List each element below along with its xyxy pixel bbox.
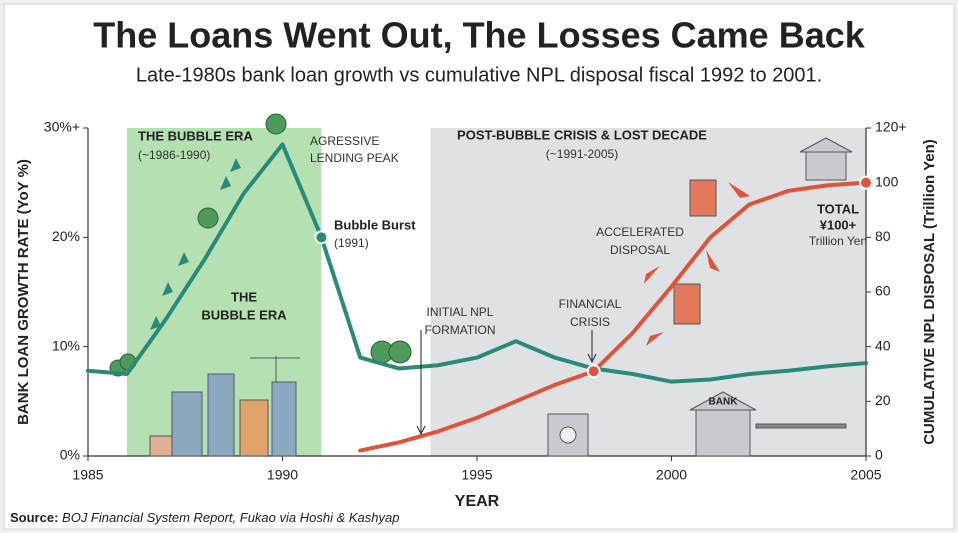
annotation: THE BUBBLE ERA xyxy=(138,128,253,143)
decor-money xyxy=(109,113,412,377)
annotation: INITIAL NPL xyxy=(427,305,494,319)
shaded-region xyxy=(430,128,866,456)
chart-subtitle: Late-1980s bank loan growth vs cumulativ… xyxy=(136,64,822,86)
source: Source: BOJ Financial System Report, Fuk… xyxy=(10,510,399,525)
y-axis-label: BANK LOAN GROWTH RATE (YoY %) xyxy=(15,159,32,425)
y-tick-label: 20% xyxy=(52,228,80,244)
x-axis-label: YEAR xyxy=(455,493,500,510)
bank-sign: BANK xyxy=(709,397,739,408)
decor-right-icons xyxy=(547,137,853,457)
y2-tick-label: 60 xyxy=(875,283,891,299)
x-tick-label: 2005 xyxy=(850,467,881,483)
x-tick-label: 2000 xyxy=(656,467,687,483)
x-tick-label: 1985 xyxy=(72,467,103,483)
annotation-arrow xyxy=(416,330,426,436)
x-tick-label: 1990 xyxy=(267,467,298,483)
y-tick-label: 0% xyxy=(60,447,80,463)
y2-axis-label: CUMULATIVE NPL DISPOSAL (Trillion Yen) xyxy=(921,139,938,445)
annotation: ¥100+ xyxy=(820,217,857,232)
annotation: BUBBLE ERA xyxy=(201,307,287,322)
annotation-arrow xyxy=(587,330,597,364)
series-line xyxy=(86,142,868,384)
highlight-dot xyxy=(859,175,873,190)
source-text: BOJ Financial System Report, Fukao via H… xyxy=(62,510,399,525)
annotation: (~1986-1990) xyxy=(138,148,210,162)
chart-title: The Loans Went Out, The Losses Came Back xyxy=(93,15,866,56)
annotation: AGRESSIVE xyxy=(310,134,379,148)
annotation: DISPOSAL xyxy=(610,243,670,257)
annotation: POST-BUBBLE CRISIS & LOST DECADE xyxy=(457,127,707,142)
annotation: (~1991-2005) xyxy=(546,147,618,161)
decor-buildings xyxy=(149,356,300,457)
y2-tick-label: 0 xyxy=(875,447,883,463)
y2-tick-label: 80 xyxy=(875,228,891,244)
y2-tick-label: 20 xyxy=(875,392,891,408)
highlight-dot xyxy=(586,364,601,379)
annotation: Trillion Yen xyxy=(809,234,867,248)
x-tick-label: 1995 xyxy=(461,467,492,483)
y-tick-label: 10% xyxy=(52,337,80,353)
series-line xyxy=(358,180,868,453)
decor-red-arrows xyxy=(644,182,750,346)
source-label: Source: xyxy=(10,510,58,525)
annotations: THE BUBBLE ERA (~1986-1990) AGRESSIVE LENDI… xyxy=(138,127,867,436)
annotation: FORMATION xyxy=(424,323,495,337)
y2-tick-label: 40 xyxy=(875,337,891,353)
y2-tick-label: 120+ xyxy=(875,119,907,135)
highlight-dot xyxy=(314,230,329,245)
y2-tick-label: 100 xyxy=(875,173,899,189)
annotation: TOTAL xyxy=(817,201,859,216)
y-tick-label: 30%+ xyxy=(44,119,80,135)
annotation: THE xyxy=(231,289,257,304)
annotation: Bubble Burst xyxy=(334,217,416,232)
annotation: (1991) xyxy=(334,236,369,250)
annotation: FINANCIAL xyxy=(559,297,622,311)
annotation: ACCELERATED xyxy=(596,225,684,239)
annotation: CRISIS xyxy=(570,315,610,329)
annotation: LENDING PEAK xyxy=(310,151,399,165)
lines xyxy=(86,142,873,453)
